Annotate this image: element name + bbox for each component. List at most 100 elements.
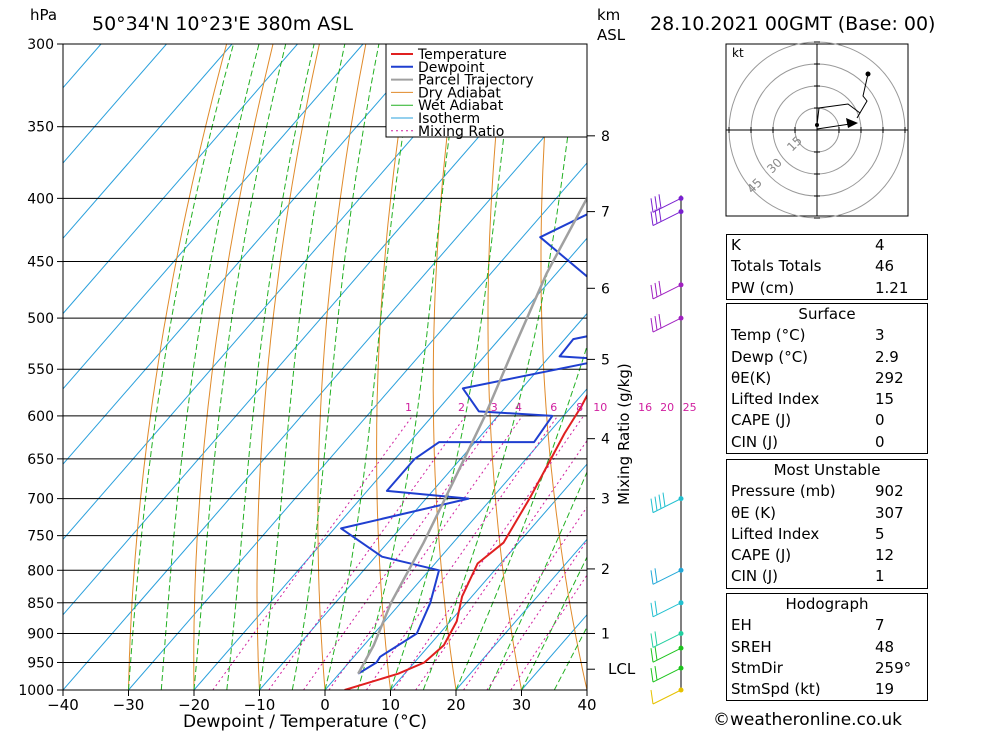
surface-row: Temp (°C) 3 bbox=[727, 325, 927, 346]
wind-barb-flag bbox=[654, 568, 658, 583]
pressure-tick-label: 800 bbox=[27, 563, 54, 579]
wind-barb-staff bbox=[652, 667, 682, 683]
isotherm-line bbox=[63, 86, 587, 690]
hpa-axis-label: hPa bbox=[30, 6, 57, 24]
pressure-tick-label: 850 bbox=[27, 596, 54, 612]
row-label: CAPE (J) bbox=[731, 411, 792, 430]
wind-barb-flag bbox=[650, 602, 654, 617]
x-tick-label: 10 bbox=[381, 696, 400, 714]
wind-barb-staff bbox=[652, 317, 682, 333]
mixing-ratio-line bbox=[510, 574, 587, 690]
wind-barb-flag bbox=[654, 631, 658, 646]
row-value: 0 bbox=[875, 432, 885, 451]
wind-barb-flag bbox=[650, 570, 654, 585]
mixing-ratio-label: 10 bbox=[593, 401, 607, 414]
isotherm-line bbox=[63, 44, 495, 541]
wind-barb-staff bbox=[652, 569, 682, 585]
wind-barb-flag bbox=[654, 196, 658, 211]
x-tick-label: 20 bbox=[446, 696, 465, 714]
wind-barb-staff bbox=[652, 602, 682, 618]
mixing-ratio-line bbox=[268, 415, 466, 690]
row-value: 1.21 bbox=[875, 278, 909, 297]
hodograph-trace bbox=[816, 73, 869, 126]
axes: −40 −30 −20 −10 0 10 20 30 40 1 2 3 4 5 6 7 8 LCL bbox=[47, 43, 636, 714]
row-label: CIN (J) bbox=[731, 432, 779, 451]
x-tick-label: 40 bbox=[577, 696, 596, 714]
row-label: Dewp (°C) bbox=[731, 347, 809, 366]
parcel-trajectory-line bbox=[357, 195, 587, 675]
indices-panel: K 4 Totals Totals 46 PW (cm) 1.21 bbox=[726, 234, 928, 300]
row-value: 259° bbox=[875, 658, 912, 677]
indices-row: Totals Totals 46 bbox=[727, 256, 927, 277]
mixing-ratio-label: 4 bbox=[515, 401, 522, 414]
asl-axis-label: ASL bbox=[597, 26, 626, 44]
isotherm-line bbox=[390, 463, 587, 690]
row-value: 46 bbox=[875, 257, 895, 276]
wet-adiabat-line bbox=[521, 555, 587, 690]
dry-adiabat-line bbox=[642, 44, 718, 690]
km-tick-label: 6 bbox=[601, 281, 610, 297]
isotherm-line bbox=[63, 44, 298, 315]
wind-barb-staff bbox=[652, 498, 682, 514]
most-unstable-title: Most Unstable bbox=[773, 461, 881, 479]
wind-barb-flag bbox=[658, 280, 662, 295]
wind-barb-staff bbox=[652, 689, 682, 705]
pressure-tick-label: 750 bbox=[27, 529, 54, 545]
dry-adiabat-line bbox=[376, 44, 413, 690]
temperature-line bbox=[344, 393, 587, 690]
pressure-tick-label: 500 bbox=[27, 311, 54, 327]
hodograph-panel-row: StmSpd (kt) 19 bbox=[727, 679, 927, 700]
row-label: Pressure (mb) bbox=[731, 482, 836, 501]
mixing-ratio-labels: 1 2 3 4 6 8 10 16 20 25 bbox=[405, 401, 697, 414]
hodograph-panel-row: SREH 48 bbox=[727, 637, 927, 658]
row-label: CIN (J) bbox=[731, 567, 779, 586]
plot-frame bbox=[62, 43, 588, 691]
row-label: Temp (°C) bbox=[731, 326, 806, 345]
pressure-tick-label: 700 bbox=[27, 492, 54, 508]
wind-barb-flag bbox=[650, 211, 654, 226]
hodograph-start-dot bbox=[815, 123, 819, 127]
dry-adiabat-line bbox=[969, 44, 1000, 690]
wind-barb-flag bbox=[654, 496, 658, 511]
row-label: Lifted Index bbox=[731, 390, 820, 409]
isotherm-line bbox=[63, 44, 233, 240]
legend-entry: Dewpoint bbox=[418, 60, 485, 76]
wind-barb-flag bbox=[650, 318, 654, 333]
hodograph-panel-title: Hodograph bbox=[785, 595, 869, 613]
dry-adiabat-line bbox=[317, 44, 367, 690]
mixing-ratio-label: 3 bbox=[491, 401, 498, 414]
hodograph-panel: Hodograph EH 7 SREH 48 StmDir 259° StmSpd (kt)… bbox=[726, 593, 928, 702]
copyright-footer[interactable]: ©weatheronline.co.uk bbox=[713, 710, 903, 730]
row-value: 2.9 bbox=[875, 347, 899, 366]
row-value: 15 bbox=[875, 390, 895, 409]
isotherm-line bbox=[63, 44, 429, 465]
wind-barb-flag bbox=[650, 198, 654, 213]
wind-barb-staff bbox=[652, 284, 682, 300]
x-tick-label: −40 bbox=[47, 696, 79, 714]
wind-barb-staff bbox=[652, 647, 682, 663]
row-label: θE(K) bbox=[731, 368, 772, 387]
wet-adiabat-line bbox=[390, 44, 516, 690]
row-value: 1 bbox=[875, 567, 885, 586]
pressure-tick-label: 900 bbox=[27, 626, 54, 642]
hodograph-panel-row: StmDir 259° bbox=[727, 658, 927, 679]
hodograph-panel-row: EH 7 bbox=[727, 615, 927, 636]
pressure-tick-label: 400 bbox=[27, 191, 54, 207]
wind-barb-flag bbox=[654, 666, 658, 681]
km-tick-label: 4 bbox=[601, 432, 610, 448]
km-tick-label: 5 bbox=[601, 352, 610, 368]
x-tick-label: −20 bbox=[178, 696, 210, 714]
mixing-ratio-label: 25 bbox=[683, 401, 697, 414]
mixing-ratio-axis-title: Mixing Ratio (g/kg) bbox=[615, 363, 633, 505]
mixing-ratio-label: 1 bbox=[405, 401, 412, 414]
row-value: 12 bbox=[875, 546, 895, 565]
dry-adiabat-line bbox=[923, 44, 1000, 690]
row-label: EH bbox=[731, 616, 752, 635]
row-value: 307 bbox=[875, 503, 904, 522]
row-value: 902 bbox=[875, 482, 904, 501]
mixing-ratio-line bbox=[393, 415, 585, 690]
wet-adiabat-line bbox=[259, 44, 346, 690]
legend-entry: Parcel Trajectory bbox=[418, 73, 534, 89]
wind-barb-flag bbox=[658, 194, 662, 209]
